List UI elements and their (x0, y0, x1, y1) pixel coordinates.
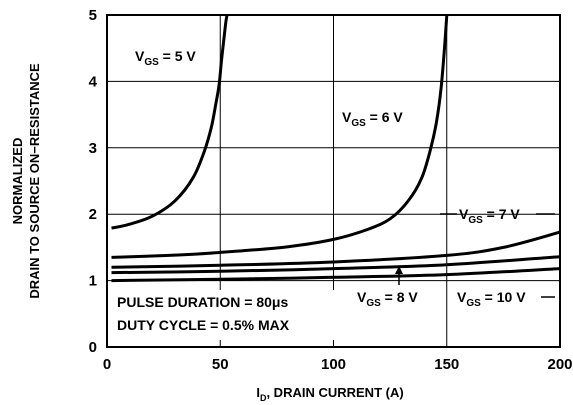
y-axis-label-line-2: DRAIN TO SOURCE ON−RESISTANCE (27, 63, 42, 299)
x-tick-label-50: 50 (212, 356, 229, 373)
y-tick-label-2: 2 (89, 206, 97, 223)
y-axis-label-group: NORMALIZED DRAIN TO SOURCE ON−RESISTANCE (10, 63, 42, 299)
series-label-vgs-10: VGS = 10 V (457, 289, 526, 309)
y-axis-label-line-1: NORMALIZED (10, 138, 25, 225)
series-label-vgs-5: VGS = 5 V (135, 48, 196, 68)
curves (111, 14, 561, 283)
note-line-1: PULSE DURATION = 80μs (117, 294, 289, 310)
series-line-vgs-7-v (111, 230, 561, 269)
test-conditions-note: PULSE DURATION = 80μs DUTY CYCLE = 0.5% … (112, 290, 335, 340)
series-line-vgs-6-v (111, 14, 449, 259)
note-line-2: DUTY CYCLE = 0.5% MAX (117, 317, 290, 333)
note-background (112, 290, 335, 340)
series-line-vgs-8-v (111, 255, 561, 275)
series-label-vgs-8: VGS = 8 V (357, 289, 418, 309)
y-tick-label-1: 1 (89, 273, 97, 290)
series-labels: VGS = 5 V VGS = 6 V VGS = 7 V VGS = 8 V … (135, 48, 555, 309)
x-tick-label-100: 100 (321, 356, 346, 373)
y-tick-label-4: 4 (89, 73, 98, 90)
y-tick-label-0: 0 (89, 339, 97, 356)
series-label-vgs-6: VGS = 6 V (342, 109, 403, 129)
series-line-vgs-10-v (111, 267, 561, 283)
x-tick-label-150: 150 (434, 356, 459, 373)
series-line-vgs-5-v (111, 14, 229, 230)
series-label-vgs-7: VGS = 7 V (459, 206, 520, 226)
x-axis-label: ID, DRAIN CURRENT (A) (256, 385, 403, 403)
y-tick-label-3: 3 (89, 140, 97, 157)
x-tick-label-0: 0 (103, 356, 111, 373)
series-arrow-vgs-8 (395, 266, 403, 274)
x-tick-label-200: 200 (547, 356, 572, 373)
tick-labels: 0 50 100 150 200 0 1 2 3 4 5 (89, 7, 573, 373)
plot-frame (106, 14, 561, 348)
y-tick-label-5: 5 (89, 7, 97, 24)
